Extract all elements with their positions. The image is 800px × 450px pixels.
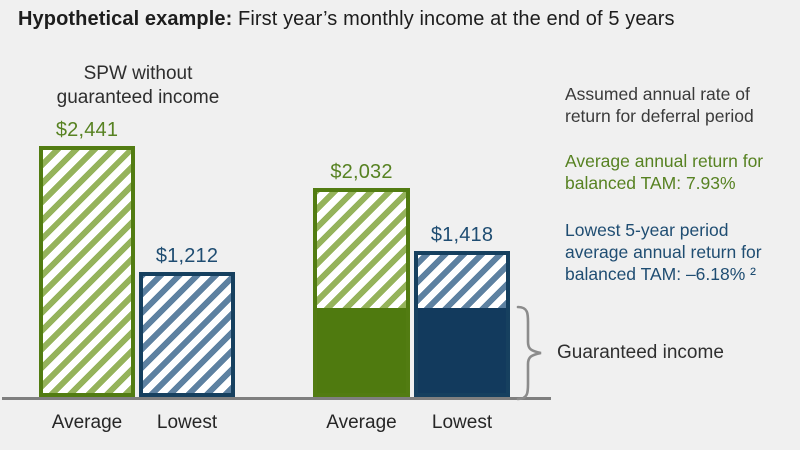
value-label-average-no-gi: $2,441 xyxy=(55,119,119,141)
bar-average-with-guaranteed-income xyxy=(313,188,410,397)
deferral-return-portion xyxy=(418,255,506,308)
annotation-lowest-return: Lowest 5-year period average annual retu… xyxy=(565,220,762,284)
axis-label-average-no-gi: Average xyxy=(51,412,123,433)
annotation-assumed-return: Assumed annual rate of return for deferr… xyxy=(565,84,754,126)
page-title-lead: Hypothetical example: xyxy=(18,8,233,30)
value-label-average-with-gi: $2,032 xyxy=(330,161,393,183)
page-title: Hypothetical example: First year’s month… xyxy=(18,8,675,31)
annotation-average-return: Average annual return for balanced TAM: … xyxy=(565,151,764,193)
bar-average-no-guaranteed-income xyxy=(39,146,135,397)
axis-label-lowest-with-gi: Lowest xyxy=(431,412,493,433)
guaranteed-income-portion xyxy=(317,308,406,393)
page-title-rest: First year’s monthly income at the end o… xyxy=(232,8,675,30)
brace-icon xyxy=(516,305,542,401)
bar-lowest-no-guaranteed-income xyxy=(139,272,235,397)
value-label-lowest-with-gi: $1,418 xyxy=(430,224,494,246)
axis-label-lowest-no-gi: Lowest xyxy=(156,412,218,433)
guaranteed-income-portion xyxy=(418,308,506,393)
axis-label-average-with-gi: Average xyxy=(326,412,397,433)
left-group-header: SPW without guaranteed income xyxy=(56,63,220,108)
bar-lowest-with-guaranteed-income xyxy=(414,251,510,397)
x-axis-baseline xyxy=(2,397,551,400)
value-label-lowest-no-gi: $1,212 xyxy=(155,245,219,267)
deferral-return-portion xyxy=(317,192,406,308)
guaranteed-income-label: Guaranteed income xyxy=(557,342,724,363)
